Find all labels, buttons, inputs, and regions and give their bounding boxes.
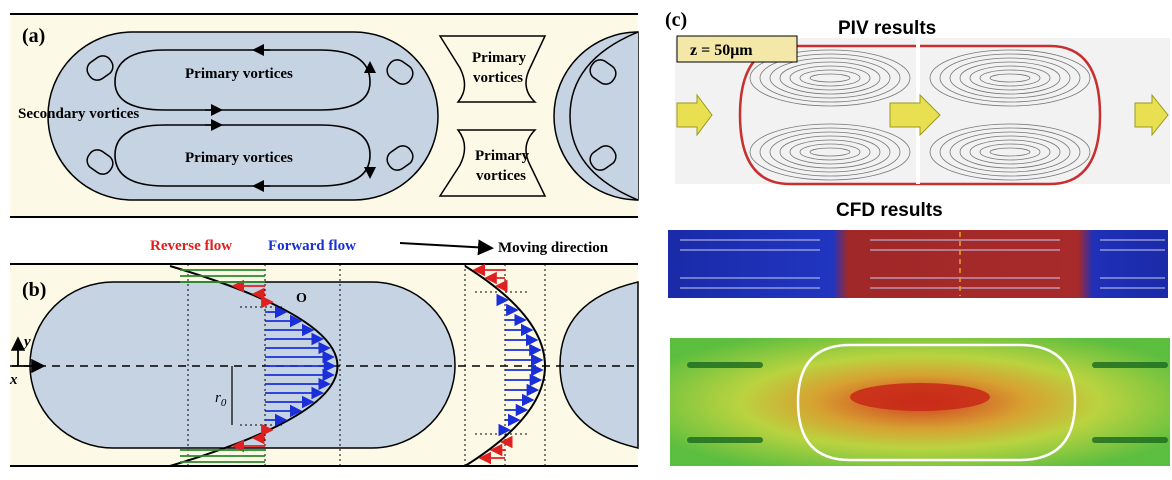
- secondary-vortex-next-b: [589, 145, 617, 171]
- z-label-box: [676, 35, 798, 63]
- secondary-vortex-tr: [386, 59, 414, 85]
- radius-label: r0: [215, 390, 227, 409]
- cfd-title: CFD results: [836, 200, 943, 221]
- label-gap-top-1: Primary: [472, 50, 527, 66]
- piv-title: PIV results: [838, 18, 936, 39]
- label-forward-flow: Forward flow: [268, 238, 356, 254]
- secondary-vortex-next-t: [589, 59, 617, 85]
- label-secondary: Secondary vortices: [18, 106, 139, 122]
- panel-b: y x r0 O (b) Reverse flow Forward flow M…: [9, 238, 639, 467]
- reverse-arrows-left: [231, 279, 274, 453]
- piv-streamline: [989, 73, 1031, 83]
- z-label: z = 50μm: [690, 42, 753, 59]
- panel-b-next-slug: [559, 281, 639, 449]
- label-gap-bottom-1: Primary: [475, 148, 530, 164]
- moving-direction-arrow: [399, 239, 494, 256]
- secondary-vortex-br: [386, 145, 414, 171]
- piv-slug-outline: [738, 44, 1102, 186]
- forward-arrows-left: [265, 305, 337, 427]
- label-reverse-flow: Reverse flow: [150, 238, 232, 254]
- piv-streamline: [789, 65, 871, 91]
- piv-streamline: [809, 73, 851, 83]
- piv-streamline: [779, 61, 881, 95]
- piv-streamline: [749, 49, 911, 107]
- panel-b-slug: [29, 281, 456, 449]
- reverse-arrows-right: [472, 263, 513, 465]
- panel-c-tag: (c): [665, 9, 687, 31]
- label-primary-bottom: Primary vortices: [185, 150, 293, 166]
- label-gap-top-2: vortices: [473, 70, 523, 86]
- secondary-vortex-tl: [86, 55, 114, 81]
- primary-vortex-bottom-loop: [114, 124, 371, 187]
- label-gap-bottom-2: vortices: [476, 168, 526, 184]
- secondary-vortices-small: [86, 55, 617, 175]
- piv-streamline: [949, 131, 1071, 173]
- piv-streamline: [749, 123, 911, 181]
- piv-streamline: [799, 143, 861, 161]
- piv-streamline: [759, 127, 901, 177]
- origin-label: O: [296, 291, 307, 306]
- cfd-image-1: [668, 230, 1168, 298]
- panel-a-next-slug-front: [569, 31, 639, 201]
- gap-vortex-top: [438, 35, 547, 103]
- green-lines-left: [180, 269, 265, 463]
- cfd1-streamlines: [680, 239, 1165, 289]
- piv-flow-arrow-1: [676, 93, 713, 137]
- piv-streamline: [929, 123, 1091, 181]
- piv-streamline: [969, 139, 1051, 165]
- piv-streamline: [969, 65, 1051, 91]
- panel-a-tag: (a): [22, 25, 45, 47]
- piv-streamline: [949, 57, 1071, 99]
- label-moving-direction: Moving direction: [498, 240, 609, 256]
- piv-streamline: [959, 135, 1061, 169]
- piv-streamline: [789, 139, 871, 165]
- panel-a: (a) Primary vortices Primary vortices Se…: [10, 13, 639, 218]
- cfd2-slug-outline: [796, 343, 1077, 462]
- panel-a-slug: [47, 31, 439, 201]
- piv-streamline: [769, 131, 891, 173]
- secondary-vortex-bl: [86, 149, 114, 175]
- piv-streamline: [809, 147, 851, 157]
- forward-arrows-right: [496, 293, 544, 437]
- piv-streamline: [799, 69, 861, 87]
- piv-streamline: [989, 147, 1031, 157]
- velocity-profile-left: [169, 265, 339, 467]
- piv-streamline: [939, 127, 1081, 177]
- piv-flow-arrow-2: [889, 93, 941, 137]
- panel-b-tag: (b): [22, 279, 46, 301]
- piv-streamlines: [749, 49, 1091, 181]
- axis-x-label: x: [9, 372, 18, 388]
- primary-vortex-top-loop: [114, 49, 371, 111]
- piv-streamline: [979, 69, 1041, 87]
- piv-streamline: [779, 135, 881, 169]
- piv-streamline: [929, 49, 1091, 107]
- piv-streamline: [979, 143, 1041, 161]
- cfd2-core: [850, 383, 990, 411]
- axis-y-label: y: [22, 334, 31, 350]
- panel-c: (c) PIV results z = 50μm CFD results: [665, 9, 1170, 466]
- piv-streamline: [759, 53, 901, 103]
- gap-vortex-bottom: [438, 129, 547, 197]
- piv-streamline: [769, 57, 891, 99]
- piv-streamline: [939, 53, 1081, 103]
- cfd2-streaks: [687, 362, 1168, 443]
- label-primary-top: Primary vortices: [185, 66, 293, 82]
- piv-streamline: [959, 61, 1061, 95]
- piv-flow-arrow-3: [1134, 93, 1169, 137]
